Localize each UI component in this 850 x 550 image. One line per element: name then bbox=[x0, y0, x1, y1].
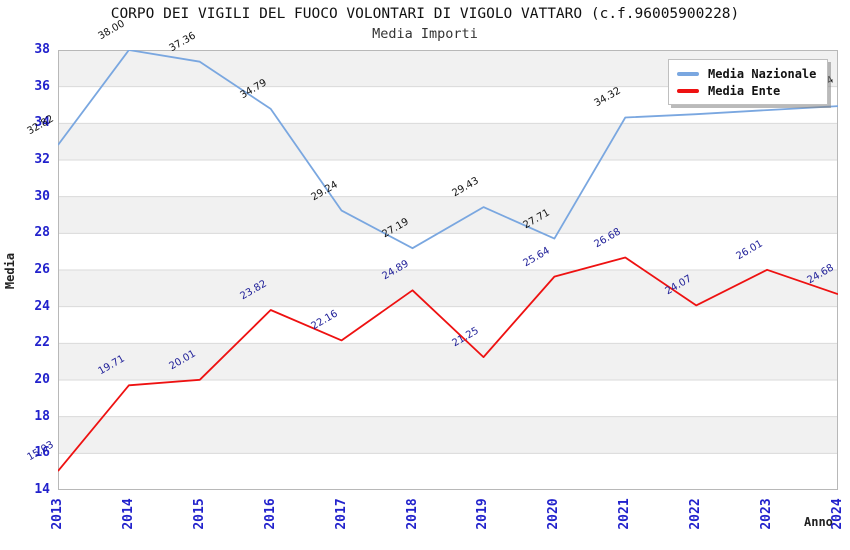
data-point-label-media-ente: 15.03 bbox=[25, 439, 56, 464]
x-tick-label: 2019 bbox=[475, 498, 491, 530]
chart-subtitle: Media Importi bbox=[372, 26, 478, 42]
series-line-media-nazionale bbox=[57, 49, 839, 250]
x-tick-label: 2013 bbox=[50, 498, 65, 530]
x-tick-label: 2016 bbox=[262, 498, 278, 530]
plot-border bbox=[58, 50, 838, 490]
y-tick-label: 20 bbox=[34, 372, 50, 387]
legend-swatch-media-nazionale bbox=[677, 71, 699, 76]
y-tick-label: 30 bbox=[34, 188, 50, 204]
y-tick-label: 28 bbox=[34, 225, 50, 241]
plot-band bbox=[58, 343, 838, 380]
x-tick-label: 2021 bbox=[617, 498, 633, 530]
x-axis-title: Anno bbox=[804, 515, 833, 529]
y-tick-label: 24 bbox=[34, 298, 50, 314]
legend-item-media-ente: Media Ente bbox=[677, 82, 819, 99]
plot-band bbox=[58, 416, 838, 454]
plot-area bbox=[57, 49, 839, 491]
series-line-media-ente bbox=[57, 256, 839, 472]
x-tick-label: 2022 bbox=[688, 498, 704, 530]
y-tick-label: 16 bbox=[34, 445, 50, 461]
legend-label: Media Nazionale bbox=[708, 66, 817, 81]
x-tick-label: 2014 bbox=[120, 498, 136, 530]
plot-svg bbox=[57, 49, 839, 491]
y-tick-label: 14 bbox=[34, 482, 50, 497]
plot-band bbox=[58, 270, 838, 307]
x-tick-label: 2023 bbox=[759, 498, 775, 530]
chart-title: CORPO DEI VIGILI DEL FUOCO VOLONTARI DI … bbox=[110, 6, 740, 22]
x-tick-label: 2017 bbox=[333, 498, 349, 530]
y-tick-label: 38 bbox=[34, 42, 50, 57]
legend-swatch-media-ente bbox=[677, 88, 699, 93]
legend-label: Media Ente bbox=[708, 83, 781, 98]
y-tick-label: 26 bbox=[34, 262, 50, 277]
plot-band bbox=[58, 123, 838, 160]
y-tick-label: 18 bbox=[34, 408, 50, 424]
y-tick-label: 34 bbox=[34, 115, 50, 131]
plot-band bbox=[58, 233, 838, 270]
x-tick-label: 2018 bbox=[404, 498, 420, 530]
plot-band bbox=[58, 453, 838, 490]
x-tick-label: 2015 bbox=[191, 498, 207, 530]
plot-band bbox=[58, 380, 838, 417]
y-tick-label: 36 bbox=[34, 78, 50, 94]
x-tick-label: 2024 bbox=[830, 498, 845, 530]
plot-band bbox=[58, 306, 838, 344]
y-tick-label: 22 bbox=[34, 335, 50, 351]
legend-item-media-nazionale: Media Nazionale bbox=[677, 65, 819, 82]
x-tick-label: 2020 bbox=[546, 498, 562, 530]
plot-band bbox=[58, 160, 838, 197]
legend: Media Nazionale Media Ente bbox=[668, 59, 828, 105]
y-tick-label: 32 bbox=[34, 152, 50, 167]
